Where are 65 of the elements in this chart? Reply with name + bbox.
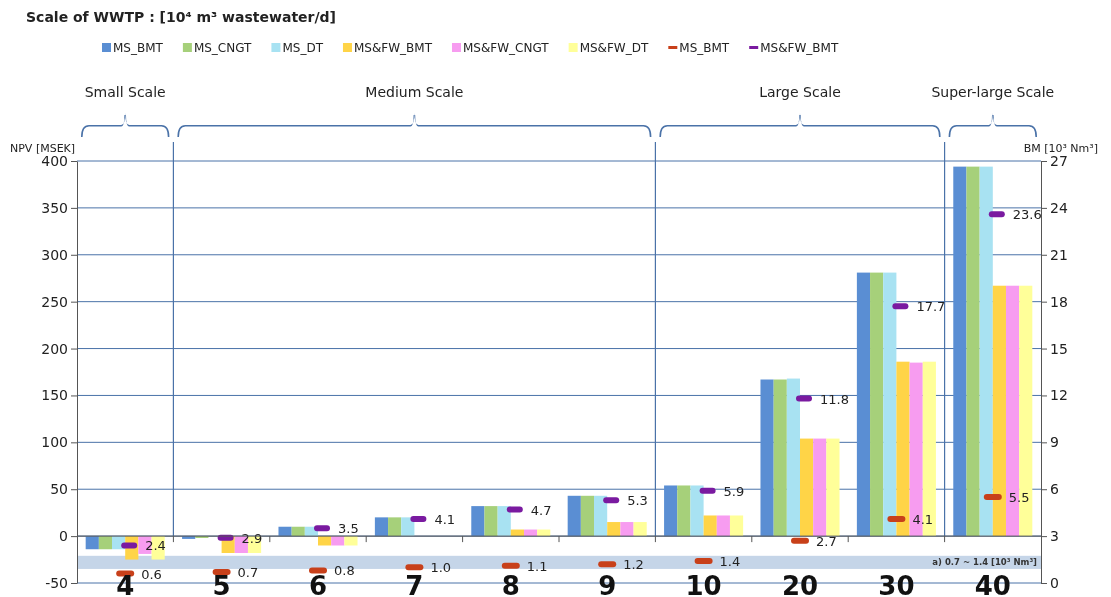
legend-label: MS_CNGT (193, 41, 253, 55)
x-tick-label: 8 (501, 571, 520, 597)
y-tick-label: 250 (41, 293, 68, 310)
y2-tick-label: 27 (1050, 152, 1068, 169)
data-label: 17.7 (916, 299, 946, 315)
y2-tick-label: 0 (1050, 574, 1059, 591)
data-label: 11.8 (820, 391, 849, 407)
data-label: 5.3 (627, 493, 648, 509)
data-label: 5.5 (1008, 490, 1030, 506)
legend-label: MS_BMT (113, 41, 164, 55)
chart-title: Scale of WWTP : [10⁴ m³ wastewater/d] (26, 9, 337, 25)
legend-label: MS&FW_BMT (760, 41, 839, 55)
data-label: 2.4 (145, 538, 166, 554)
data-label: 4.7 (530, 502, 552, 518)
data-label: 1.2 (623, 557, 644, 573)
data-label: 23.6 (1012, 207, 1042, 223)
data-label: 3.5 (338, 521, 359, 537)
x-tick-label: 30 (878, 571, 915, 597)
y2-tick-label: 18 (1050, 293, 1068, 310)
data-label: 4.1 (912, 511, 934, 527)
y2-tick-label: 6 (1050, 481, 1059, 498)
x-tick-label: 9 (598, 571, 617, 597)
data-label: 1.0 (430, 560, 452, 576)
legend-label: MS&FW_DT (579, 41, 649, 55)
legend-label: MS_DT (282, 41, 324, 55)
x-tick-label: 10 (685, 571, 722, 597)
y2-axis-title: BM [10³ Nm³] (1023, 142, 1098, 155)
x-tick-label: 4 (116, 571, 135, 597)
legend-label: MS_BMT (679, 41, 730, 55)
band-label: a) 0.7 ~ 1.4 [10³ Nm³] (932, 557, 1038, 568)
x-tick-label: 40 (974, 571, 1011, 597)
data-label: 2.9 (241, 530, 263, 546)
text: Small Scale (84, 84, 166, 100)
y2-tick-label: 12 (1050, 387, 1068, 404)
x-tick-label: 5 (212, 571, 231, 597)
x-tick-label: 20 (781, 571, 819, 597)
data-label: 0.6 (141, 566, 162, 582)
y2-tick-label: 24 (1050, 199, 1068, 216)
y2-tick-label: 15 (1050, 340, 1068, 357)
legend-label: MS&FW_BMT (353, 41, 433, 55)
y2-tick-label: 21 (1050, 246, 1068, 263)
x-tick-label: 7 (405, 571, 424, 597)
x-tick-label: 6 (308, 571, 328, 597)
y-tick-label: -50 (45, 574, 68, 591)
y-tick-label: 150 (41, 387, 68, 404)
y-tick-label: 300 (41, 246, 68, 263)
legend-label: MS&FW_CNGT (462, 41, 550, 55)
data-label: 1.4 (719, 554, 741, 570)
y-tick-label: 200 (41, 340, 68, 357)
data-label: 1.1 (526, 558, 548, 574)
data-label: 4.1 (434, 511, 456, 527)
y2-tick-label: 3 (1050, 528, 1059, 545)
data-label: 0.8 (334, 563, 355, 579)
text: Super-large Scale (931, 84, 1055, 100)
text: Large Scale (759, 84, 841, 100)
text: Medium Scale (365, 84, 464, 100)
y2-tick-label: 9 (1050, 434, 1059, 451)
y-tick-label: 50 (50, 481, 68, 498)
data-label: 2.7 (816, 533, 837, 549)
data-label: 0.7 (237, 565, 259, 581)
y-axis-title: NPV [MSEK] (10, 142, 76, 155)
y-tick-label: 400 (41, 152, 68, 169)
y-tick-label: 100 (41, 434, 68, 451)
y-tick-label: 350 (41, 199, 68, 216)
y-tick-label: 0 (59, 528, 68, 545)
